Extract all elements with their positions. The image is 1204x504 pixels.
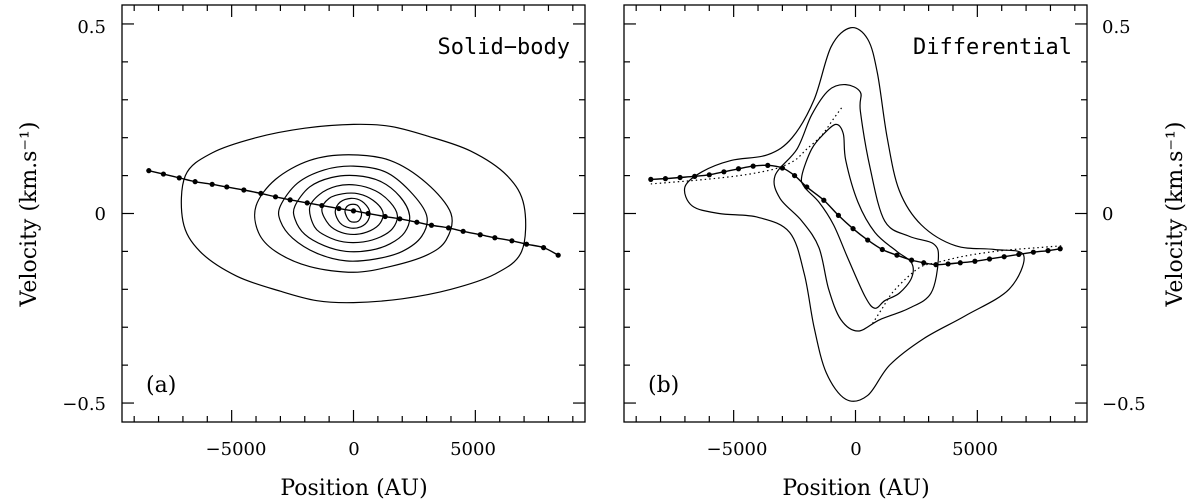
panel-b-ytick-label-mid: 0 (1102, 204, 1113, 225)
panel-b-data-point (879, 246, 885, 253)
panel-b-ytick-label-top: 0.5 (1102, 17, 1131, 38)
panel-a-data-point (523, 241, 530, 247)
panel-a-data-point (509, 238, 515, 244)
panel-b-data-point (706, 172, 712, 178)
panel-b-data-point (986, 256, 993, 262)
panel-b-data-point (850, 226, 856, 232)
panel-b-data-point (865, 237, 871, 243)
panel-a-data-point (336, 205, 342, 212)
panel-b-label: (b) (648, 373, 679, 398)
panel-a-plot (146, 123, 561, 304)
panel-b-data-point (721, 169, 727, 175)
panel-a-data-point (287, 197, 293, 203)
panel-b-ytick-label-bottom: −0.5 (1102, 394, 1146, 415)
panel-a-data-point (319, 202, 325, 209)
panel-a-data-point (192, 179, 198, 185)
panel-a-contour-6 (321, 192, 384, 236)
panel-b-frame (623, 4, 1088, 423)
panel-a-data-point (241, 187, 247, 193)
panel-a-title: Solid−body (438, 35, 570, 60)
panel-a-data-point (146, 168, 152, 174)
panel-a-data-point (555, 252, 561, 258)
panel-a-data-point (209, 181, 215, 187)
panel-b-data-point (908, 257, 915, 263)
panel-a-data-point (272, 194, 279, 200)
panel-b-data-point (1001, 254, 1007, 260)
panel-b-data-point (835, 212, 842, 218)
panel-b-data-point (821, 197, 827, 203)
panel-a-ytick-label-bottom: −0.5 (62, 394, 106, 415)
panel-a-data-point (540, 245, 547, 251)
panel-a-contour-1 (180, 123, 527, 304)
panel-a-data-point (397, 216, 403, 222)
panel-b-data-point (921, 260, 927, 266)
panel-b-xtick-label-mid: 0 (850, 439, 861, 460)
panel-b-data-point (1045, 248, 1051, 254)
panel-b-dotted-curve-2 (872, 245, 1063, 324)
panel-a-xtick-label-right: 5000 (450, 439, 496, 460)
panel-a-xtick-label-left: −5000 (206, 439, 267, 460)
panel-a-contour-5 (308, 184, 398, 244)
panel-b-data-point (1030, 249, 1036, 255)
panel-a-data-point (382, 213, 388, 220)
panel-a: Solid−body (a) 0.5 0 −0.5 −5000 0 5000 P… (17, 4, 586, 501)
panel-b-plot (648, 26, 1063, 402)
panel-b-xtick-label-left: −5000 (707, 439, 768, 460)
panel-a-ytick-label-mid: 0 (95, 204, 106, 225)
panel-b: Differential (b) 0.5 0 −0.5 −5000 0 5000… (623, 4, 1188, 501)
panel-a-xtick-label-mid: 0 (348, 439, 359, 460)
panel-b-contour-1 (683, 26, 1025, 402)
panel-b-data-point (765, 162, 771, 168)
panel-a-data-point (414, 219, 420, 225)
panel-a-data-point (460, 228, 466, 234)
panel-a-data-point (258, 190, 264, 197)
panel-b-ticks (624, 5, 1087, 422)
panel-b-data-point (677, 174, 683, 181)
panel-a-ylabel: Velocity (km.s⁻¹) (17, 122, 42, 308)
panel-b-data-point (779, 165, 785, 171)
panel-a-xlabel: Position (AU) (280, 476, 427, 501)
panel-a-label: (a) (146, 373, 176, 398)
panel-b-data-point (648, 176, 654, 182)
panel-b-data-point (894, 252, 900, 258)
panel-a-frame (121, 4, 586, 423)
panel-b-data-point (662, 176, 669, 182)
panel-b-data-point (791, 172, 798, 179)
panel-b-data-point (945, 261, 951, 267)
panel-b-data-point (750, 163, 756, 169)
panel-b-data-point (735, 166, 742, 172)
panel-a-data-point (176, 175, 182, 181)
panel-a-data-point (224, 184, 230, 190)
panel-a-ticks (122, 5, 585, 422)
panel-a-data-point (492, 235, 498, 241)
panel-b-dotted-curve-1 (650, 105, 844, 185)
panel-b-xtick-label-right: 5000 (952, 439, 998, 460)
panel-a-contour-3 (277, 165, 428, 262)
panel-a-contour-4 (292, 174, 411, 253)
panel-b-data-point (972, 258, 978, 264)
panel-b-data-point (957, 260, 963, 266)
panel-b-data-point (692, 173, 698, 179)
panel-a-contour-8 (344, 203, 363, 223)
panel-a-data-point (160, 171, 167, 177)
panel-a-data-point (304, 200, 310, 206)
panel-a-data-point (428, 222, 435, 228)
panel-b-title: Differential (913, 35, 1072, 60)
panel-b-data-point (1016, 251, 1022, 258)
panel-b-contour-3 (800, 123, 914, 309)
panel-b-xlabel: Position (AU) (782, 476, 929, 501)
panel-a-data-point (477, 232, 483, 238)
panel-a-data-point (365, 210, 371, 217)
panel-a-contour-2 (254, 154, 453, 273)
panel-b-contour-2 (773, 83, 940, 332)
panel-b-ylabel: Velocity (km.s⁻¹) (1163, 122, 1188, 308)
panel-b-data-point (804, 184, 810, 190)
panel-a-data-point (445, 225, 452, 231)
panel-a-data-point (350, 208, 357, 214)
panel-a-ytick-label-top: 0.5 (77, 17, 106, 38)
panel-b-data-point (1057, 246, 1063, 252)
panel-b-data-point (933, 262, 939, 268)
